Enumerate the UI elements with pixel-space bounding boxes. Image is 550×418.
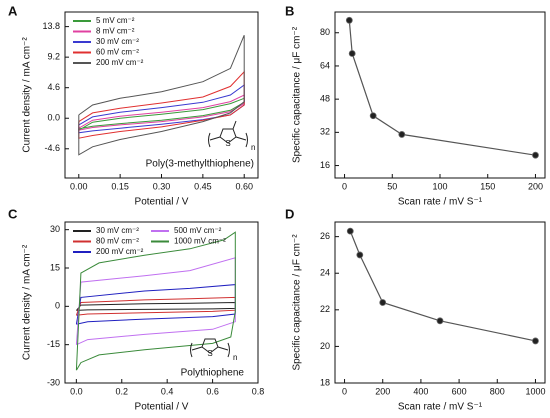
x-tick-label: 400: [413, 386, 428, 396]
x-tick-label: 0.8: [252, 386, 265, 396]
trend-line: [349, 230, 536, 342]
y-tick-label: 26: [320, 231, 330, 241]
bonds: [208, 120, 248, 148]
legend-label: 200 mV cm⁻²: [96, 247, 144, 256]
x-tick-label: 0: [342, 386, 347, 396]
x-tick-label: 0.2: [116, 386, 129, 396]
x-tick-label: 0.6: [206, 386, 219, 396]
x-tick-label: 0.15: [111, 181, 129, 191]
cv-curve: [75, 231, 236, 371]
x-tick-label: 0.0: [70, 386, 83, 396]
y-axis-label: Current density / mA cm⁻²: [22, 244, 33, 360]
y-tick-label: -30: [47, 377, 60, 387]
cv-curve: [76, 301, 236, 311]
plot-frame: [64, 221, 259, 384]
legend-label: 200 mV cm⁻²: [96, 58, 144, 67]
y-tick-label: 24: [320, 268, 330, 278]
trend-line: [348, 20, 536, 156]
y-tick-label: 4.6: [47, 82, 60, 92]
legend-label: 5 mV cm⁻²: [96, 16, 135, 25]
data-point: [348, 50, 356, 57]
bonds: [190, 342, 230, 358]
thiophene-ring: [219, 128, 237, 144]
data-point: [379, 299, 387, 306]
x-tick-label: 0.4: [161, 386, 174, 396]
x-tick-label: 0.30: [153, 181, 171, 191]
structure-label: n: [251, 143, 255, 152]
data-point: [369, 112, 377, 120]
x-tick-label: 0: [342, 181, 347, 191]
y-tick-label: -15: [47, 339, 60, 349]
cv-curve: [75, 296, 236, 316]
panel-label: D: [285, 206, 294, 221]
x-tick-label: 50: [387, 181, 397, 191]
x-axis-label: Potential / V: [135, 197, 189, 208]
y-tick-label: 9.2: [47, 52, 60, 62]
y-tick-label: 0.0: [47, 113, 60, 123]
annotation: Polythiophene: [181, 368, 245, 379]
cv-curve: [78, 70, 245, 139]
plot-frame: [334, 221, 546, 384]
structure-label: n: [233, 353, 237, 362]
x-tick-label: 600: [452, 386, 467, 396]
legend-label: 1000 mV cm⁻²: [174, 237, 226, 246]
x-tick-label: 800: [490, 386, 505, 396]
y-axis-label: Specific capacitance / μF cm⁻²: [292, 26, 303, 163]
y-tick-label: -4.6: [44, 143, 60, 153]
y-tick-label: 22: [320, 304, 330, 314]
cv-curve: [78, 35, 245, 156]
panel-label: A: [8, 3, 18, 18]
y-tick-label: 0: [55, 301, 60, 311]
legend-label: 8 mV cm⁻²: [96, 27, 135, 36]
data-point: [346, 227, 354, 235]
y-axis-label: Specific capacitance / μF cm⁻²: [292, 234, 303, 371]
y-tick-label: 13.8: [42, 21, 60, 31]
legend-label: 80 mV cm⁻²: [96, 237, 139, 246]
data-point: [345, 16, 353, 24]
y-tick-label: 15: [50, 262, 60, 272]
thiophene-ring: [201, 338, 219, 354]
y-tick-label: 80: [320, 27, 330, 37]
legend-label: 500 mV cm⁻²: [174, 226, 222, 235]
y-tick-label: 32: [320, 127, 330, 137]
x-tick-label: 1000: [525, 386, 545, 396]
y-tick-label: 20: [320, 341, 330, 351]
y-tick-label: 16: [320, 160, 330, 170]
structure-atom: S: [207, 349, 212, 358]
legend-label: 60 mV cm⁻²: [96, 48, 139, 57]
x-tick-label: 200: [528, 181, 543, 191]
data-point: [532, 151, 539, 159]
y-tick-label: 64: [320, 60, 330, 70]
annotation: Poly(3-methylthiophene): [146, 159, 254, 170]
data-point: [356, 251, 364, 259]
y-tick-label: 48: [320, 94, 330, 104]
legend-label: 30 mV cm⁻²: [96, 226, 139, 235]
x-tick-label: 0.60: [235, 181, 253, 191]
y-axis-label: Current density / mA cm⁻²: [22, 37, 33, 153]
data-point: [398, 131, 406, 138]
y-tick-label: 30: [50, 224, 60, 234]
x-tick-label: 200: [375, 386, 390, 396]
x-tick-label: 150: [480, 181, 495, 191]
x-axis-label: Scan rate / mV S⁻¹: [398, 402, 483, 413]
x-tick-label: 0.45: [194, 181, 212, 191]
data-point: [532, 337, 539, 345]
structure-atom: S: [225, 139, 230, 148]
x-axis-label: Scan rate / mV S⁻¹: [398, 197, 483, 208]
legend-label: 30 mV cm⁻²: [96, 37, 139, 46]
x-tick-label: 100: [432, 181, 447, 191]
x-axis-label: Potential / V: [135, 402, 189, 413]
panel-label: B: [285, 3, 294, 18]
panel-label: C: [8, 206, 18, 221]
data-point: [436, 317, 444, 325]
x-tick-label: 0.00: [70, 181, 88, 191]
y-tick-label: 18: [320, 377, 330, 387]
